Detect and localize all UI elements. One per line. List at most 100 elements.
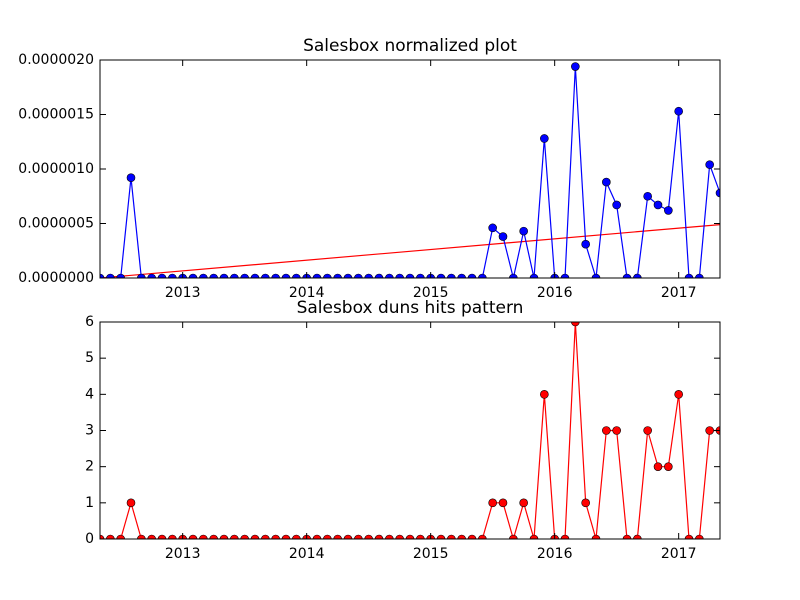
marker — [612, 426, 621, 435]
y-tick-label: 5 — [85, 350, 94, 366]
marker — [633, 273, 642, 278]
marker — [695, 534, 704, 539]
marker — [250, 273, 260, 278]
y-tick-label: 4 — [85, 386, 94, 402]
marker — [312, 273, 322, 278]
marker — [100, 534, 105, 539]
marker — [643, 191, 652, 201]
marker — [271, 534, 280, 539]
marker — [591, 534, 601, 539]
marker — [653, 200, 663, 210]
marker — [705, 426, 714, 435]
marker — [354, 273, 363, 278]
y-tick-label: 6 — [85, 314, 94, 330]
marker — [612, 200, 621, 210]
marker — [695, 273, 704, 278]
marker — [250, 534, 260, 539]
trend-line — [100, 223, 720, 278]
plot-area — [100, 62, 720, 278]
marker — [354, 534, 363, 539]
marker — [416, 534, 425, 539]
marker — [436, 273, 446, 278]
marker — [323, 273, 332, 278]
x-tick-label: 2017 — [661, 546, 697, 562]
x-tick-label: 2016 — [537, 285, 573, 301]
x-tick-label: 2015 — [413, 285, 449, 301]
marker — [281, 273, 291, 278]
marker — [405, 273, 415, 278]
y-tick-label: 0.0000000 — [18, 270, 94, 286]
marker — [157, 273, 167, 278]
y-tick-label: 3 — [85, 423, 94, 439]
marker — [261, 534, 270, 539]
marker — [168, 273, 177, 278]
marker — [509, 273, 518, 278]
marker — [106, 534, 115, 539]
marker — [674, 106, 683, 116]
marker — [457, 534, 466, 539]
marker — [498, 498, 508, 508]
marker — [488, 223, 497, 233]
y-tick-label: 0.0000020 — [18, 52, 94, 68]
marker — [529, 273, 539, 278]
marker — [168, 534, 177, 539]
x-tick-label: 2014 — [289, 546, 325, 562]
marker — [488, 498, 497, 508]
marker — [684, 273, 694, 278]
chart-title: Salesbox duns hits pattern — [297, 298, 524, 318]
marker — [560, 534, 570, 539]
marker — [684, 534, 694, 539]
y-tick-label: 0 — [85, 531, 94, 547]
marker — [137, 273, 146, 278]
y-tick-label: 1 — [85, 495, 94, 511]
marker — [209, 534, 218, 539]
marker — [540, 134, 549, 143]
marker — [467, 273, 477, 278]
marker — [385, 273, 394, 278]
marker — [343, 534, 353, 539]
marker — [219, 534, 229, 539]
marker — [705, 160, 714, 169]
marker — [633, 534, 642, 539]
marker — [602, 177, 611, 187]
plot-area — [100, 322, 720, 539]
y-tick-label: 0.0000010 — [18, 161, 94, 177]
marker — [653, 462, 663, 471]
marker — [240, 273, 249, 278]
marker — [664, 462, 673, 471]
marker — [343, 273, 353, 278]
y-tick-label: 2 — [85, 459, 94, 475]
marker — [364, 534, 373, 539]
marker — [405, 534, 415, 539]
marker — [333, 534, 342, 539]
x-tick-label: 2014 — [289, 285, 325, 301]
marker — [281, 534, 291, 539]
marker — [147, 534, 156, 539]
marker — [519, 226, 528, 236]
marker — [261, 273, 270, 278]
y-tick-label: 0.0000015 — [18, 107, 94, 123]
marker — [106, 273, 115, 278]
marker — [602, 426, 611, 435]
x-tick-label: 2013 — [165, 546, 201, 562]
marker — [457, 273, 466, 278]
marker — [240, 534, 249, 539]
marker — [622, 273, 632, 278]
marker — [126, 173, 136, 183]
marker — [540, 390, 549, 399]
x-tick-label: 2016 — [537, 546, 573, 562]
marker — [519, 498, 528, 508]
marker — [199, 534, 208, 539]
marker — [498, 232, 508, 241]
marker — [664, 206, 673, 215]
marker — [509, 534, 518, 539]
marker — [715, 188, 720, 198]
marker — [478, 273, 487, 278]
x-tick-label: 2015 — [413, 546, 449, 562]
marker — [209, 273, 218, 278]
marker — [230, 273, 239, 278]
marker — [116, 273, 125, 278]
marker — [188, 273, 198, 278]
marker — [323, 534, 332, 539]
marker — [467, 534, 477, 539]
